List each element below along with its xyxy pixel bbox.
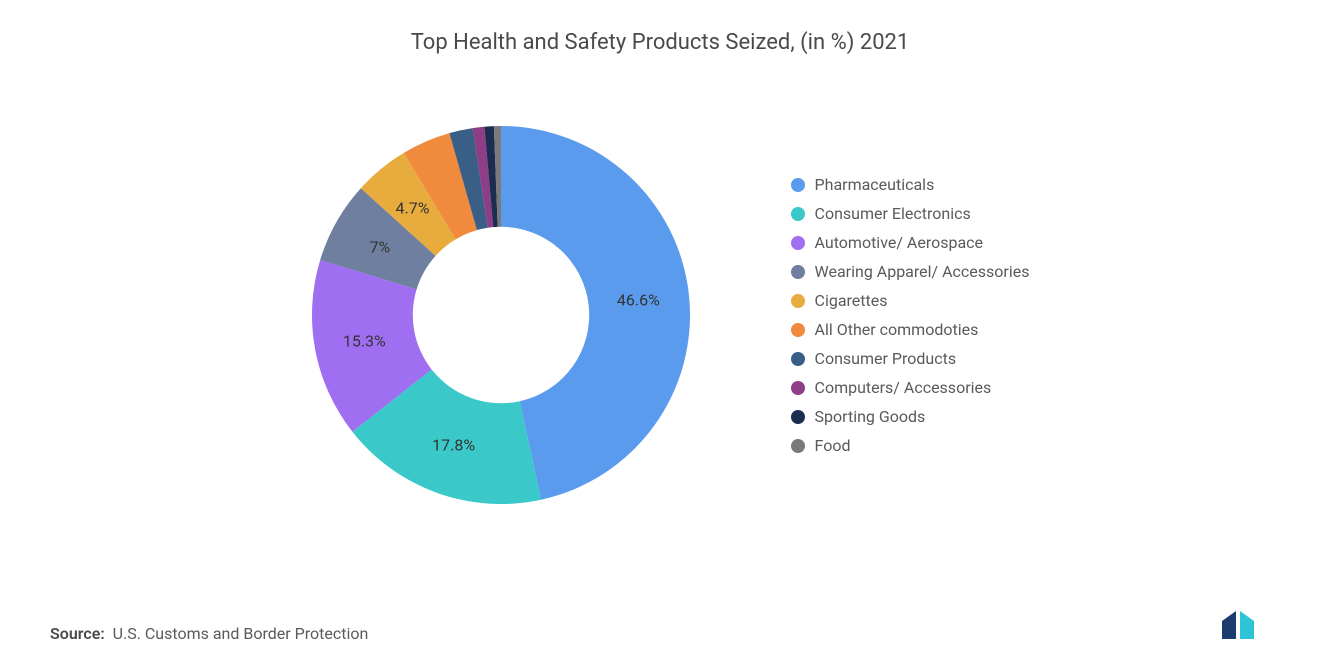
legend-item: Pharmaceuticals (791, 175, 1030, 194)
legend-swatch-icon (791, 381, 805, 395)
legend-swatch-icon (791, 265, 805, 279)
source-line: Source: U.S. Customs and Border Protecti… (50, 624, 368, 643)
slice-label: 46.6% (617, 291, 660, 310)
slice-label: 15.3% (343, 331, 386, 350)
source-text: U.S. Customs and Border Protection (113, 624, 369, 643)
legend-swatch-icon (791, 236, 805, 250)
legend-label: All Other commodoties (815, 320, 979, 339)
donut-chart: 46.6% 17.8% 15.3% 7% 4.7% (291, 105, 711, 525)
legend-item: Wearing Apparel/ Accessories (791, 262, 1030, 281)
legend-swatch-icon (791, 352, 805, 366)
slice-label: 4.7% (396, 198, 430, 217)
slice-label: 17.8% (432, 436, 475, 455)
chart-title: Top Health and Safety Products Seized, (… (50, 30, 1270, 55)
legend-item: Cigarettes (791, 291, 1030, 310)
legend-item: Consumer Electronics (791, 204, 1030, 223)
legend-item: Automotive/ Aerospace (791, 233, 1030, 252)
legend-label: Sporting Goods (815, 407, 926, 426)
legend-swatch-icon (791, 439, 805, 453)
legend-item: Food (791, 436, 1030, 455)
legend-item: Consumer Products (791, 349, 1030, 368)
legend-swatch-icon (791, 294, 805, 308)
legend-swatch-icon (791, 178, 805, 192)
legend-label: Cigarettes (815, 291, 888, 310)
legend-label: Wearing Apparel/ Accessories (815, 262, 1030, 281)
legend-item: Sporting Goods (791, 407, 1030, 426)
legend-label: Pharmaceuticals (815, 175, 935, 194)
legend-label: Computers/ Accessories (815, 378, 992, 397)
legend-label: Food (815, 436, 851, 455)
slice-label: 7% (370, 237, 391, 256)
footer: Source: U.S. Customs and Border Protecti… (50, 607, 1270, 643)
chart-area: 46.6% 17.8% 15.3% 7% 4.7% Pharmaceuticals Con… (50, 75, 1270, 555)
legend-item: All Other commodoties (791, 320, 1030, 339)
legend-swatch-icon (791, 323, 805, 337)
donut-svg (291, 105, 711, 525)
legend-label: Consumer Electronics (815, 204, 971, 223)
source-label: Source: (50, 624, 105, 643)
brand-logo-icon (1218, 607, 1270, 643)
donut-slice (501, 126, 690, 500)
legend-label: Automotive/ Aerospace (815, 233, 983, 252)
legend-swatch-icon (791, 410, 805, 424)
legend-label: Consumer Products (815, 349, 957, 368)
legend-swatch-icon (791, 207, 805, 221)
legend: Pharmaceuticals Consumer Electronics Autom… (791, 175, 1030, 455)
legend-item: Computers/ Accessories (791, 378, 1030, 397)
chart-container: Top Health and Safety Products Seized, (… (0, 0, 1320, 665)
